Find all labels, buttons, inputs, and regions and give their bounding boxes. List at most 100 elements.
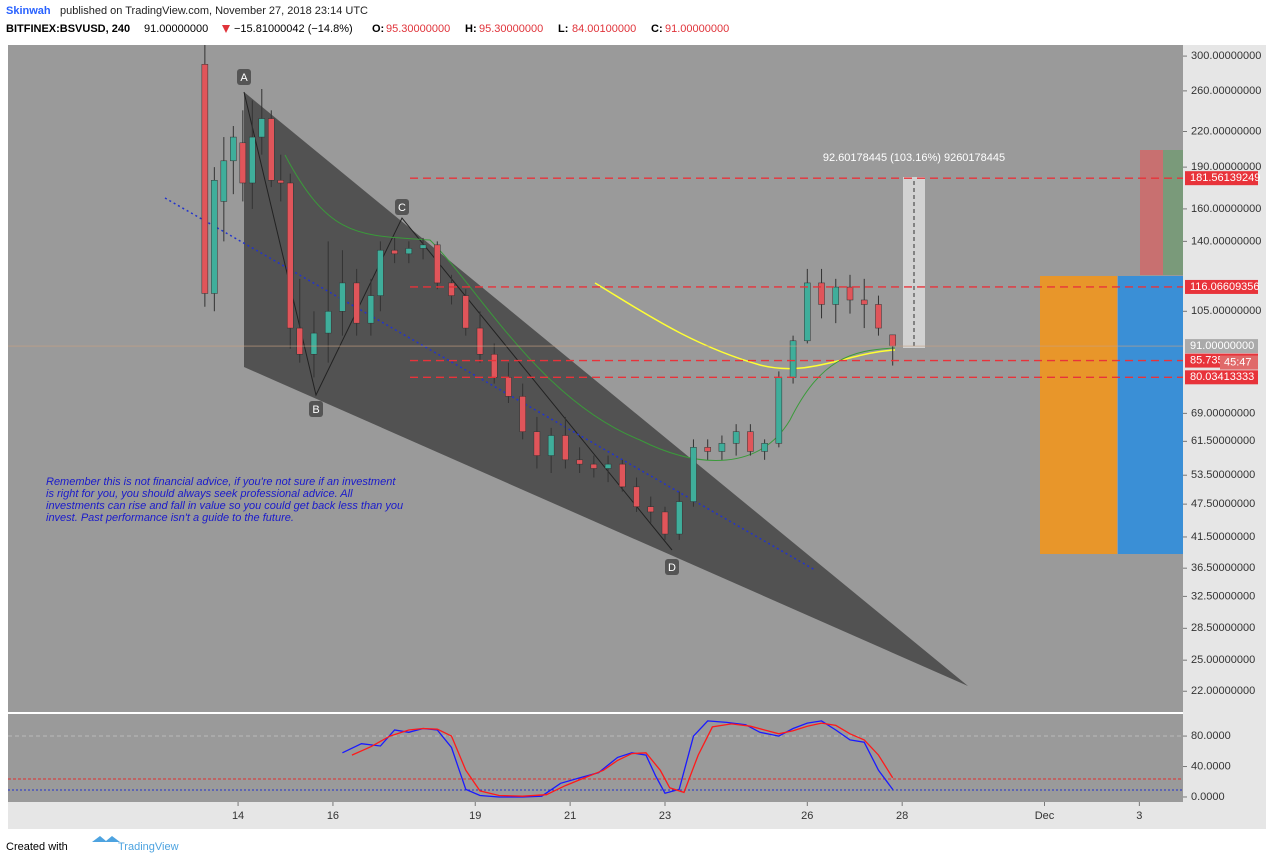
candle-body — [310, 332, 318, 355]
level-label: 80.03413333 — [1190, 371, 1254, 383]
candle-body — [661, 511, 669, 535]
candle-body — [353, 282, 360, 324]
candle-body — [324, 311, 332, 334]
candle-body — [846, 286, 854, 301]
price-axis — [1183, 45, 1266, 802]
y-tick-label: 190.00000000 — [1191, 161, 1261, 173]
level-tag — [1185, 279, 1258, 294]
candle-body — [339, 282, 346, 312]
price-pane — [8, 45, 1183, 712]
y-tick-label: 0.0000 — [1191, 791, 1225, 803]
candle-body — [889, 334, 896, 347]
ohlc-value: 95.30000000 — [479, 23, 543, 35]
created-with: Created with — [6, 841, 68, 853]
zone-box — [1118, 276, 1183, 554]
ohlc-value: 95.30000000 — [386, 23, 450, 35]
candle-body — [562, 435, 569, 461]
y-tick-label: 41.50000000 — [1191, 531, 1255, 543]
candle-body — [519, 396, 526, 432]
last-price: 91.00000000 — [144, 23, 208, 35]
ohlc: O: 95.30000000 H: 95.30000000 L: 84.00100000 C… — [372, 23, 729, 35]
point-label: C — [398, 202, 406, 214]
time-axis — [8, 802, 1266, 829]
candle-body — [405, 248, 413, 255]
candle-body — [490, 353, 498, 378]
stoch-pane — [8, 714, 1183, 802]
published: published on TradingView.com, November 2… — [60, 5, 368, 17]
y-tick-label: 140.00000000 — [1191, 235, 1261, 247]
candle-body — [434, 244, 441, 284]
ohlc-label: C: — [651, 23, 663, 35]
point-label: B — [312, 404, 319, 416]
y-tick-label: 69.00000000 — [1191, 407, 1255, 419]
candle-body — [775, 377, 783, 444]
candle-body — [230, 136, 237, 162]
point-label: A — [240, 72, 248, 84]
candle-body — [818, 282, 825, 305]
candle-body — [476, 327, 484, 355]
candle-body — [704, 447, 711, 452]
symbol: BITFINEX:BSVUSD, 240 — [6, 23, 130, 35]
candle-body — [268, 118, 275, 181]
candle-body — [258, 118, 266, 138]
y-tick-label: 22.00000000 — [1191, 685, 1255, 697]
y-tick-label: 80.0000 — [1191, 730, 1231, 742]
moving-average-2 — [284, 154, 896, 461]
disclaimer-box: Remember this is not financial advice, i… — [46, 476, 404, 524]
level-tag — [1185, 171, 1258, 186]
zone-box — [1163, 150, 1183, 275]
zone-box — [1140, 150, 1163, 275]
y-tick-label: 260.00000000 — [1191, 85, 1261, 97]
change: −15.81000042 (−14.8%) — [234, 23, 353, 35]
level-label: 85.735 — [1190, 354, 1224, 366]
moving-average — [594, 282, 896, 370]
candle-body — [505, 377, 512, 397]
candle-body — [747, 431, 754, 452]
y-tick-label: 36.50000000 — [1191, 562, 1255, 574]
ohlc-value: 84.00100000 — [572, 23, 636, 35]
candle-body — [576, 459, 583, 465]
disclaimer: Remember this is not financial advice, i… — [46, 476, 404, 524]
ohlc-label: H: — [465, 23, 477, 35]
y-tick-label: 105.00000000 — [1191, 305, 1261, 317]
stoch-line — [342, 720, 894, 798]
candle-body — [462, 295, 470, 329]
y-tick-label: 25.00000000 — [1191, 654, 1255, 666]
candle-body — [249, 136, 256, 184]
x-tick-label: 23 — [659, 810, 671, 822]
level-label: 91.00000000 — [1190, 340, 1254, 352]
candle-body — [547, 435, 555, 456]
candle-body — [633, 486, 640, 507]
countdown: 45:47 — [1224, 356, 1252, 368]
candle-body — [875, 304, 882, 329]
ohlc-value: 91.00000000 — [665, 23, 729, 35]
candle-body — [604, 463, 612, 469]
zone-box — [1040, 276, 1117, 554]
x-tick-label: 26 — [801, 810, 813, 822]
x-tick-label: 16 — [327, 810, 339, 822]
candle-body — [732, 431, 740, 444]
y-tick-label: 160.00000000 — [1191, 203, 1261, 215]
measure-box — [903, 177, 925, 348]
candle-body — [419, 244, 427, 249]
measure-label: 92.60178445 (103.16%) 9260178445 — [823, 152, 1005, 164]
ohlc-label: O: — [372, 23, 384, 35]
y-tick-label: 40.0000 — [1191, 760, 1231, 772]
candle-body — [832, 286, 840, 305]
level-tag — [1185, 370, 1258, 385]
y-tick-label: 220.00000000 — [1191, 125, 1261, 137]
candle-body — [239, 142, 247, 184]
y-tick-label: 47.50000000 — [1191, 498, 1255, 510]
candle-body — [761, 443, 768, 452]
x-tick-label: 28 — [896, 810, 908, 822]
candle-body — [367, 295, 375, 324]
x-tick-label: 3 — [1136, 810, 1142, 822]
candle-body — [220, 160, 228, 202]
ohlc-label: L: — [558, 23, 568, 35]
x-tick-label: 19 — [469, 810, 481, 822]
candle-body — [860, 299, 868, 305]
countdown-tag — [1220, 355, 1258, 370]
candle-body — [647, 506, 655, 513]
y-tick-label: 300.00000000 — [1191, 50, 1261, 62]
candle-body — [448, 282, 455, 296]
